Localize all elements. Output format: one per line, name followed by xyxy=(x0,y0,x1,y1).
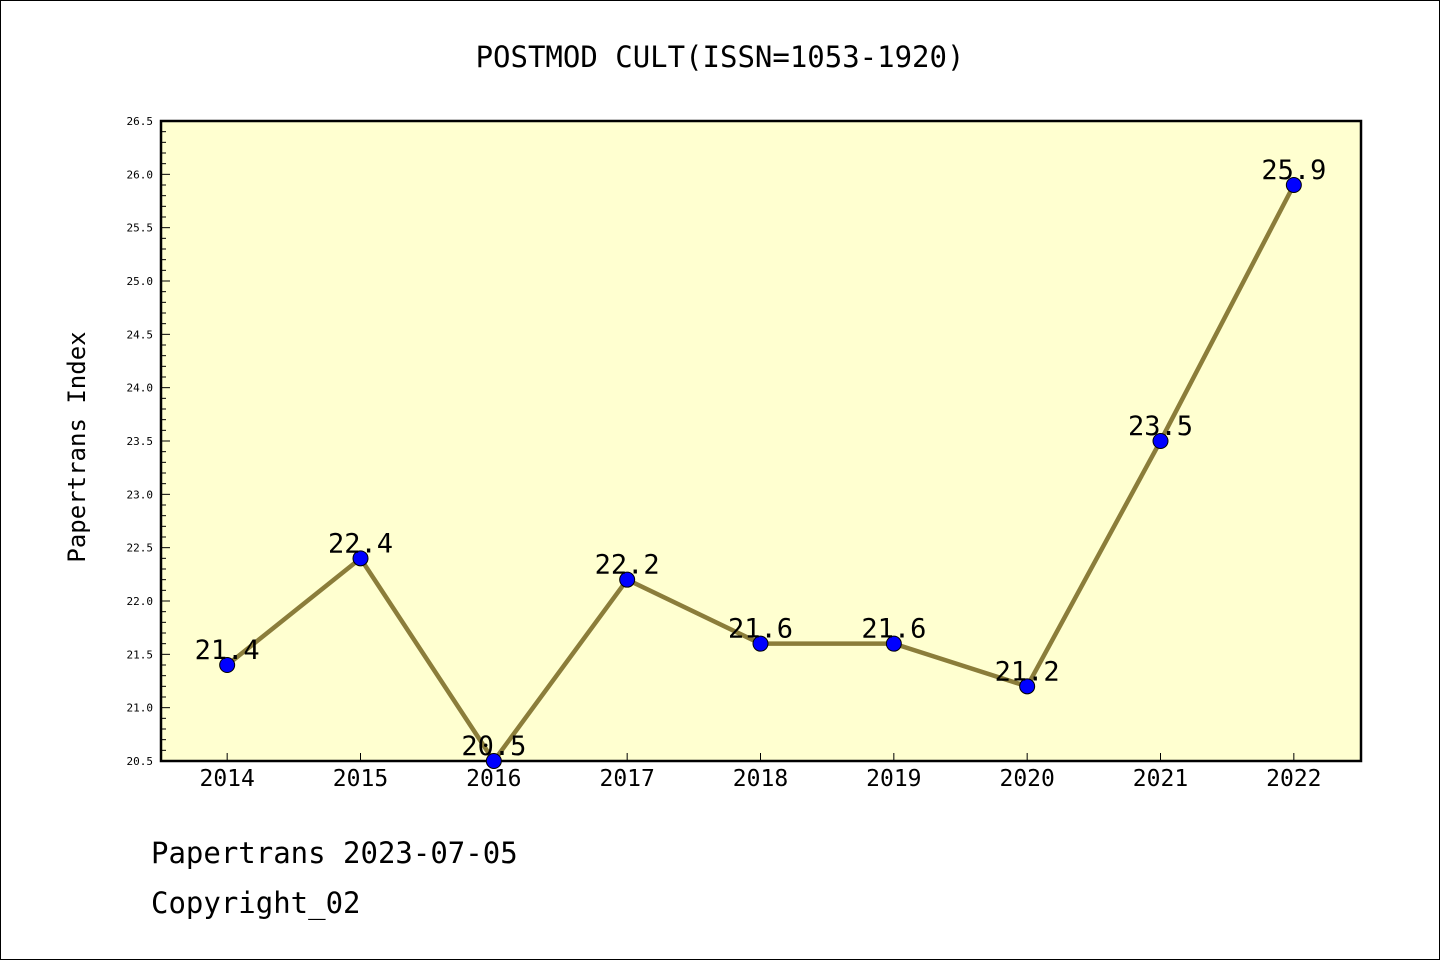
footer-copyright: Copyright_02 xyxy=(151,886,361,920)
data-point xyxy=(352,550,369,567)
x-tick-label: 2015 xyxy=(333,766,388,792)
data-point xyxy=(885,635,902,652)
data-point xyxy=(1019,678,1036,695)
y-tick-label: 25.5 xyxy=(127,222,154,235)
data-label: 25.9 xyxy=(1261,155,1326,186)
x-tick-label: 2020 xyxy=(999,766,1054,792)
chart-title: POSTMOD CULT(ISSN=1053-1920) xyxy=(476,40,965,74)
data-label: 22.4 xyxy=(328,528,393,559)
y-tick-label: 22.0 xyxy=(127,595,154,608)
y-tick-label: 24.0 xyxy=(127,382,154,395)
data-labels: 21.4 22.4 20.5 22.2 21.6 21.6 21.2 23.5 25.9 xyxy=(195,155,1327,762)
y-tick-label: 22.5 xyxy=(127,542,154,555)
y-tick-label: 23.0 xyxy=(127,488,154,501)
data-label: 21.6 xyxy=(728,614,793,645)
data-point xyxy=(1285,177,1302,193)
x-tick-label: 2022 xyxy=(1266,766,1321,792)
x-tick-label: 2016 xyxy=(466,766,521,792)
data-point xyxy=(1152,433,1169,449)
y-tick-label: 24.5 xyxy=(127,328,154,341)
data-label: 20.5 xyxy=(461,731,526,762)
y-tick-label: 21.5 xyxy=(127,648,154,661)
y-axis: 20.5 21.0 21.5 22.0 22.5 23.0 23.5 24.0 24.5 25.0… xyxy=(127,115,170,768)
data-point xyxy=(219,657,236,673)
y-axis-label: Papertrans Index xyxy=(63,331,91,562)
data-point xyxy=(485,753,502,769)
x-axis: 2014 2015 2016 2017 2018 2019 2020 2021 2022 xyxy=(199,753,1322,792)
y-tick-label: 26.5 xyxy=(127,115,154,128)
data-label: 21.2 xyxy=(995,656,1060,687)
series-papertrans-index xyxy=(219,177,1302,769)
data-label: 21.6 xyxy=(861,614,926,645)
x-tick-label: 2019 xyxy=(866,766,921,792)
footer-source: Papertrans 2023-07-05 xyxy=(151,836,518,870)
data-label: 21.4 xyxy=(195,635,260,666)
y-tick-label: 25.0 xyxy=(127,275,154,288)
x-tick-label: 2021 xyxy=(1133,766,1188,792)
y-tick-label: 21.0 xyxy=(127,702,154,715)
x-tick-label: 2017 xyxy=(599,766,654,792)
y-tick-label: 20.5 xyxy=(127,755,154,768)
data-point xyxy=(619,571,636,588)
y-tick-label: 23.5 xyxy=(127,435,154,448)
data-point xyxy=(752,635,769,652)
x-tick-label: 2014 xyxy=(199,766,254,792)
data-label: 23.5 xyxy=(1128,411,1193,442)
data-label: 22.2 xyxy=(595,550,660,581)
x-tick-label: 2018 xyxy=(733,766,788,792)
y-tick-label: 26.0 xyxy=(127,168,154,181)
